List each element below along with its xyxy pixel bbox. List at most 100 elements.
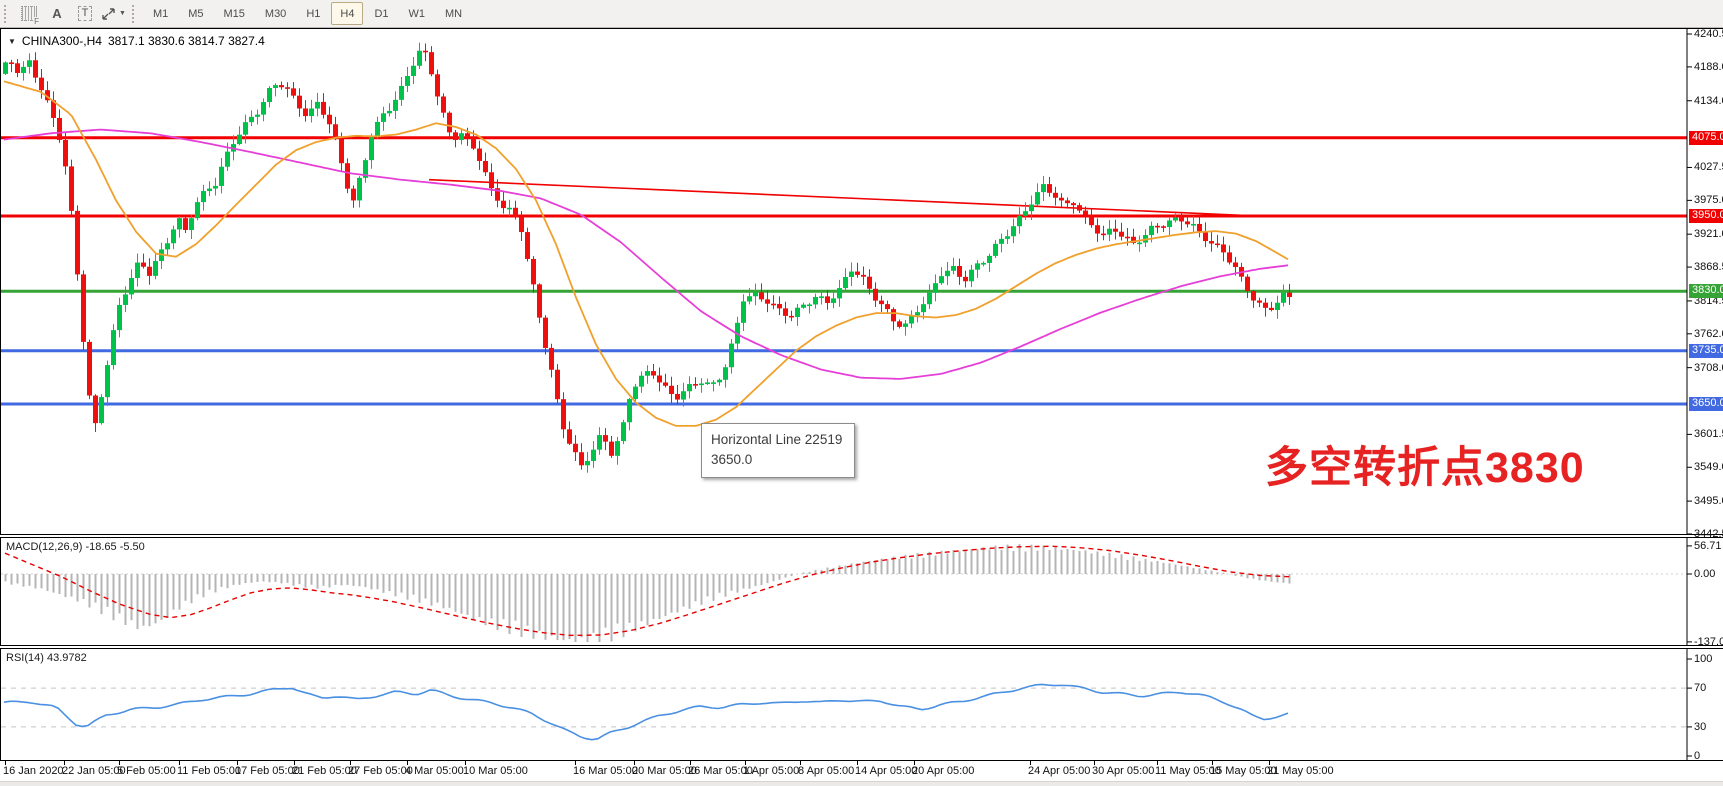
time-tick — [1030, 761, 1031, 765]
time-tick-label: 4 Mar 05:00 — [405, 765, 464, 777]
arrows-tool-button[interactable]: ▼ — [100, 2, 127, 26]
time-tick-label: 27 Feb 05:00 — [348, 765, 413, 777]
time-tick — [1094, 761, 1095, 765]
time-tick-label: 30 Apr 05:00 — [1092, 765, 1155, 777]
time-tick — [634, 761, 635, 765]
pattern-f-icon: F — [21, 6, 40, 26]
main-chart-panel: ▼ CHINA300-,H4 3817.1 3830.6 3814.7 3827… — [0, 28, 1723, 540]
price-level-label: 3950.0 — [1689, 209, 1723, 224]
price-tick-label: 3921.0 — [1694, 228, 1723, 241]
price-tick-label: 4134.0 — [1694, 94, 1723, 107]
text-label-tool-button[interactable]: A — [44, 2, 70, 26]
timeframe-group: M1 M5 M15 M30 H1 H4 D1 W1 MN — [143, 2, 472, 25]
time-tick-label: 10 Mar 05:00 — [463, 765, 528, 777]
chart-symbol: CHINA300-,H4 — [21, 34, 102, 48]
dropdown-caret-icon: ▼ — [119, 10, 126, 17]
time-tick — [465, 761, 466, 765]
macd-tick-label: -137.01 — [1694, 635, 1723, 648]
toolbar-grip-2[interactable] — [131, 4, 139, 23]
time-tick — [237, 761, 238, 765]
timeframe-button-h4[interactable]: H4 — [331, 2, 364, 25]
pattern-f-tool-button[interactable]: F — [16, 2, 42, 26]
price-tick-label: 4027.5 — [1694, 161, 1723, 174]
timeframe-button-d1[interactable]: D1 — [374, 7, 389, 20]
time-tick — [745, 761, 746, 765]
main-chart-canvas[interactable] — [1, 29, 1723, 534]
price-level-label: 3830.0 — [1689, 284, 1723, 299]
time-tick-label: 15 May 05:00 — [1210, 765, 1277, 777]
time-tick-label: 24 Apr 05:00 — [1028, 765, 1091, 777]
price-tick-label: 3601.5 — [1694, 428, 1723, 441]
toolbar: F A T ▼ M1 M5 M15 M30 H1 H4 D1 W1 MN — [0, 0, 1723, 28]
time-tick — [64, 761, 65, 765]
time-tick-label: 17 Feb 05:00 — [235, 765, 300, 777]
time-tick-label: 11 May 05:00 — [1155, 765, 1221, 777]
text-label-icon: A — [52, 6, 62, 21]
tooltip-line-1: Horizontal Line 22519 — [711, 432, 843, 447]
price-level-label: 3735.0 — [1689, 343, 1723, 358]
time-tick — [914, 761, 915, 765]
timeframe-button-m15[interactable]: M15 — [223, 7, 245, 20]
tooltip-line-2: 3650.0 — [711, 452, 753, 467]
rsi-panel: RSI(14) 43.9782 100 70 30 0 — [0, 648, 1723, 762]
macd-tick-label: 56.71 — [1694, 539, 1722, 552]
price-tick-label: 4240.5 — [1694, 28, 1723, 40]
price-tick-label: 3495.0 — [1694, 495, 1723, 508]
chart-annotation-text: 多空转折点3830 — [1265, 444, 1585, 492]
footer-bar — [0, 781, 1723, 786]
time-tick — [690, 761, 691, 765]
time-tick — [800, 761, 801, 765]
time-tick — [5, 761, 6, 765]
time-tick — [179, 761, 180, 765]
rsi-canvas[interactable] — [1, 649, 1723, 760]
time-tick — [294, 761, 295, 765]
time-tick-label: 20 Mar 05:00 — [632, 765, 697, 777]
time-tick-label: 5 Feb 05:00 — [117, 765, 176, 777]
time-tick — [119, 761, 120, 765]
chart-ohlc-values: 3817.1 3830.6 3814.7 3827.4 — [107, 34, 265, 48]
time-tick — [350, 761, 351, 765]
time-tick — [1157, 761, 1158, 765]
hline-tooltip: Horizontal Line 22519 3650.0 — [701, 423, 856, 478]
time-tick-label: 26 Mar 05:00 — [688, 765, 753, 777]
macd-label: MACD(12,26,9) -18.65 -5.50 — [6, 541, 145, 553]
macd-canvas[interactable] — [1, 538, 1723, 645]
chart-title: ▼ CHINA300-,H4 3817.1 3830.6 3814.7 3827… — [8, 34, 265, 48]
time-tick-label: 8 Apr 05:00 — [798, 765, 855, 777]
time-tick-label: 14 Apr 05:00 — [855, 765, 918, 777]
time-tick-label: 22 Jan 05:00 — [62, 765, 126, 777]
time-tick-label: 1 Apr 05:00 — [743, 765, 800, 777]
price-tick-label: 3868.5 — [1694, 261, 1723, 274]
timeframe-button-m30[interactable]: M30 — [264, 7, 287, 20]
price-tick-label: 3708.0 — [1694, 361, 1723, 374]
price-level-label: 3650.0 — [1689, 396, 1723, 411]
collapse-triangle-icon[interactable]: ▼ — [8, 36, 16, 46]
timeframe-button-w1[interactable]: W1 — [408, 7, 426, 20]
time-tick-label: 16 Jan 2020 — [3, 765, 64, 777]
rsi-tick-label: 30 — [1694, 720, 1707, 733]
timeframe-button-h1[interactable]: H1 — [306, 7, 321, 20]
time-tick — [1212, 761, 1213, 765]
time-tick-label: 11 Feb 05:00 — [177, 765, 242, 777]
timeframe-button-m5[interactable]: M5 — [188, 7, 204, 20]
macd-panel: MACD(12,26,9) -18.65 -5.50 56.71 0.00 -137… — [0, 537, 1723, 648]
macd-tick-label: 0.00 — [1694, 568, 1716, 580]
timeframe-button-m1[interactable]: M1 — [152, 7, 169, 20]
time-axis[interactable]: 16 Jan 2020 22 Jan 05:00 5 Feb 05:00 11 Feb… — [0, 761, 1723, 781]
text-box-icon: T — [77, 6, 93, 21]
rsi-label: RSI(14) 43.9782 — [6, 652, 87, 664]
rsi-tick-label: 0 — [1694, 750, 1701, 762]
price-tick-label: 3762.0 — [1694, 327, 1723, 340]
arrows-icon — [102, 7, 115, 20]
price-level-label: 4075.0 — [1689, 130, 1723, 145]
price-tick-label: 4188.0 — [1694, 60, 1723, 73]
time-tick — [575, 761, 576, 765]
time-tick-label: 16 Mar 05:00 — [573, 765, 638, 777]
timeframe-button-mn[interactable]: MN — [445, 7, 463, 20]
price-tick-label: 3975.0 — [1694, 194, 1723, 207]
text-box-tool-button[interactable]: T — [72, 2, 98, 26]
time-tick-label: 21 Feb 05:00 — [292, 765, 357, 777]
time-tick — [407, 761, 408, 765]
toolbar-grip[interactable] — [4, 4, 11, 23]
